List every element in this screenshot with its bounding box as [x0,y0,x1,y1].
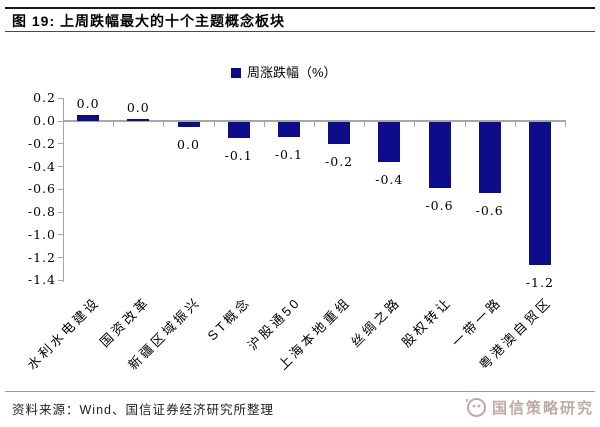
x-axis-tick [364,122,366,127]
y-axis-tick [58,188,63,190]
x-axis-tick [113,122,115,127]
bar-value-label: -1.2 [525,275,554,291]
bar-value-label: 0.0 [126,99,150,115]
watermark-text: 国信策略研究 [491,399,594,417]
bar-value-label: -0.2 [325,153,354,169]
title-divider [5,31,595,32]
y-axis-tick [58,211,63,213]
bar-ST概念 [227,122,250,138]
bar-value-label: -0.6 [475,202,504,218]
chart-legend: 周涨跌幅（%） [231,62,337,81]
top-divider [5,7,595,9]
bar-value-label: -0.4 [375,171,404,187]
bar-value-label: -0.1 [274,146,303,162]
x-axis-tick [63,122,64,127]
bar-一带一路 [478,122,501,193]
bar-上海本地重组 [328,122,351,144]
bar-value-label: -0.6 [425,197,454,213]
bar-水利水电建设 [77,115,100,121]
bar-股权转让 [428,122,451,188]
bar-value-label: 0.0 [76,96,100,112]
bar-value-label: -0.1 [224,147,253,163]
x-axis-tick [213,122,215,127]
y-axis-line [63,98,64,282]
y-axis-tick [58,257,63,258]
x-axis-zero-line [63,120,566,122]
y-axis-tick [58,143,63,145]
x-axis-tick [565,122,566,127]
y-axis-tick-label: -1.2 [27,249,56,265]
y-axis-tick-label: -1.4 [27,272,56,288]
x-axis-tick [263,122,265,127]
x-axis-tick [514,122,516,127]
bar-国资改革 [127,118,150,121]
bar-粤港澳自贸区 [528,122,551,266]
legend-label: 周涨跌幅（%） [247,65,337,80]
figure-title: 图 19: 上周跌幅最大的十个主题概念板块 [12,13,286,29]
bar-丝绸之路 [378,122,401,162]
y-axis-tick-label: -0.2 [27,135,56,151]
legend-swatch-icon [231,68,241,78]
y-axis-tick [58,234,63,236]
y-axis-tick [58,97,63,99]
y-axis-tick-label: -1.0 [27,226,56,242]
footer-divider [5,391,595,392]
y-axis-tick-label: 0.2 [33,90,56,106]
bar-value-label: 0.0 [177,136,200,152]
source-note: 资料来源：Wind、国信证券经济研究所整理 [12,403,274,417]
y-axis-tick-label: -0.8 [27,204,56,219]
x-axis-tick [414,122,416,127]
bar-沪股通50 [277,122,300,137]
y-axis-tick [58,120,63,122]
y-axis-tick-label: -0.4 [27,158,56,174]
watermark: 国信策略研究 [465,396,594,418]
y-axis-tick-label: 0.0 [33,113,56,128]
y-axis-tick [58,166,63,167]
y-axis-tick-label: -0.6 [27,181,56,197]
brand-logo-icon [465,396,487,418]
x-axis-tick [464,122,466,127]
bar-新疆区域振兴 [177,122,200,127]
y-axis-tick [58,279,63,281]
x-axis-tick [163,122,165,127]
x-axis-tick [314,122,315,127]
